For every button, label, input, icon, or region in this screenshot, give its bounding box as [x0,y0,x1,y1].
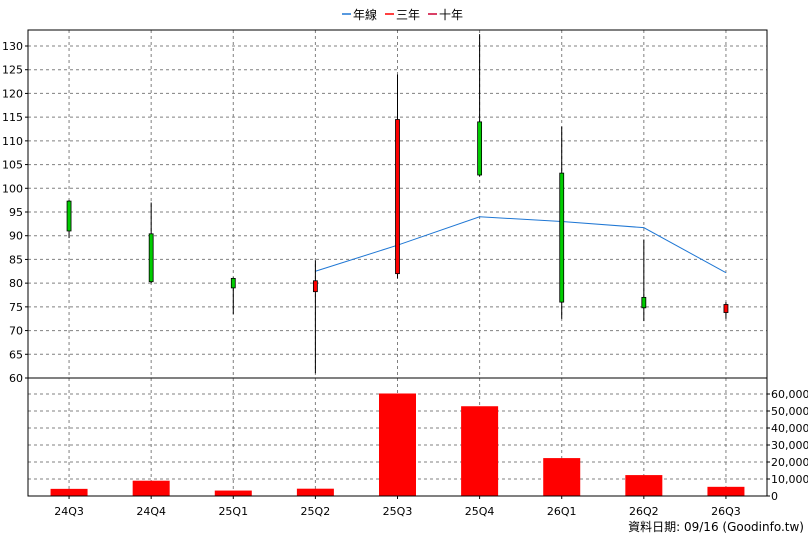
candle-body [723,304,729,313]
legend: 年線 三年 十年 [342,7,463,22]
x-tick-label: 24Q4 [136,505,166,518]
volume-bar [132,480,170,496]
price-tick-label: 105 [2,159,23,172]
legend-label: 十年 [439,8,463,22]
volume-axis: 0 10,000 20,000 30,000 40,000 50,000 60,000 [766,378,808,503]
x-axis: 24Q3 24Q4 25Q1 25Q2 25Q3 25Q4 26Q1 26Q2 26Q3 [54,496,741,518]
volume-tick-label: 50,000 [771,405,808,418]
volume-bar [379,393,416,496]
plot-frame [27,29,768,497]
volume-bar [214,490,252,496]
volume-tick-label: 60,000 [771,388,808,401]
candle-body [148,233,154,283]
candle-body [66,200,72,232]
year-line [315,216,727,274]
legend-label: 三年 [396,8,420,22]
price-tick-label: 95 [9,206,23,219]
volume-tick-label: 40,000 [771,422,808,435]
candle-body [312,280,318,293]
x-tick-label: 25Q2 [301,505,331,518]
x-tick-label: 25Q1 [218,505,248,518]
volume-bar [707,486,745,496]
price-tick-label: 90 [9,230,23,243]
x-tick-label: 26Q1 [547,505,577,518]
volume-tick-label: 20,000 [771,456,808,469]
x-tick-label: 26Q3 [711,505,741,518]
price-tick-label: 60 [9,372,23,385]
price-tick-label: 125 [2,64,23,77]
grid [28,30,767,497]
price-tick-label: 75 [9,301,23,314]
volume-tick-label: 10,000 [771,473,808,486]
x-tick-label: 25Q3 [383,505,413,518]
price-tick-label: 70 [9,325,23,338]
price-tick-label: 85 [9,253,23,266]
price-tick-label: 80 [9,277,23,290]
candle-body [641,296,647,309]
volume-bar [50,488,88,496]
volume-bars [50,393,745,496]
year-line-series [315,216,727,274]
x-tick-label: 25Q4 [465,505,495,518]
volume-bar [625,475,663,496]
volume-tick-label: 30,000 [771,439,808,452]
volume-bar [461,406,499,496]
x-tick-label: 26Q2 [629,505,659,518]
price-tick-label: 115 [2,111,23,124]
price-tick-label: 100 [2,182,23,195]
price-tick-label: 120 [2,87,23,100]
volume-tick-label: 0 [771,490,778,503]
x-tick-label: 24Q3 [54,505,84,518]
volume-bar [296,488,334,496]
candle-body [559,172,565,303]
price-tick-label: 130 [2,40,23,53]
candle-body [477,121,483,176]
source-label: 資料日期: 09/16 (Goodinfo.tw) [628,520,804,534]
candle-body [230,277,236,289]
candle-body [395,119,400,275]
candles [66,34,729,374]
volume-bar [543,458,581,496]
price-axis: 60 65 70 75 80 85 90 95 100 105 110 115 120 125 130 [2,40,28,385]
price-tick-label: 65 [9,348,23,361]
price-tick-label: 110 [2,135,23,148]
legend-label: 年線 [353,7,377,22]
